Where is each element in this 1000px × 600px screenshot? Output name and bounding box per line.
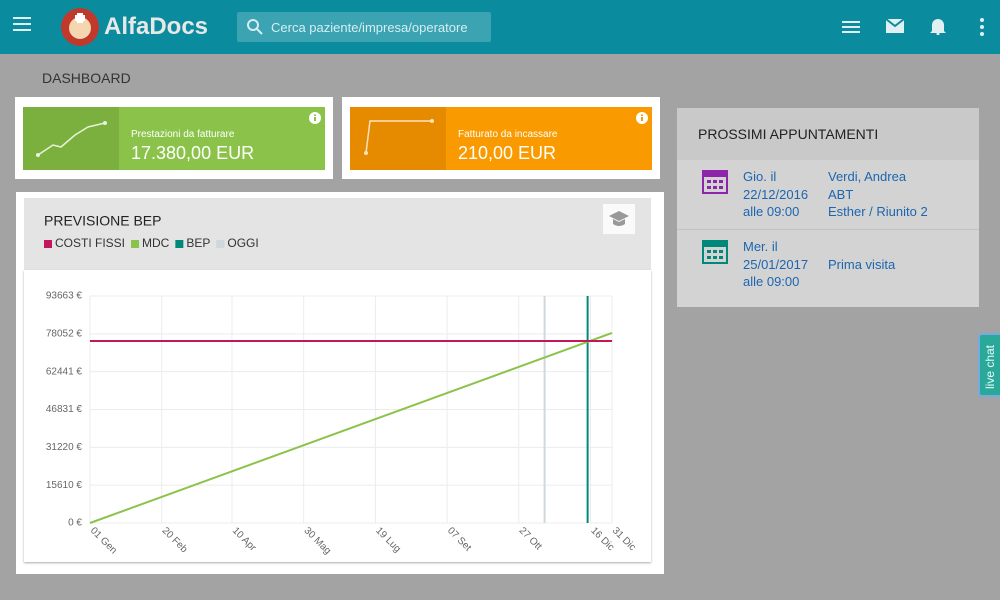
appointments-title: PROSSIMI APPUNTAMENTI: [698, 126, 879, 142]
chart-body: [24, 270, 651, 562]
day: Gio. il: [743, 169, 777, 184]
appointments-panel: PROSSIMI APPUNTAMENTI Gio. il 22/12/2016 a…: [677, 108, 979, 307]
chart-frame: PREVISIONE BEP COSTI FISSI MDC BEP OGGI 0 € 1…: [16, 192, 664, 574]
x-tick-label: 20 Feb: [160, 525, 190, 555]
card-frame: Prestazioni da fatturare 17.380,00 EUR: [15, 97, 333, 179]
date: 25/01/2017: [743, 256, 809, 272]
legend-label: BEP: [186, 236, 210, 250]
grad-button[interactable]: [603, 204, 635, 234]
y-tick-label: 46831 €: [46, 404, 83, 415]
x-tick-label: 27 Ott: [517, 525, 544, 552]
y-tick-label: 62441 €: [46, 366, 83, 377]
legend-label: OGGI: [227, 236, 258, 250]
calendar-icon: [702, 240, 728, 264]
card-value: 210,00 EUR: [458, 143, 557, 163]
search-icon: [247, 19, 263, 35]
bell-icon[interactable]: [930, 17, 946, 35]
menu-icon[interactable]: [13, 17, 33, 33]
treatment: Prima visita: [828, 256, 896, 272]
legend-swatch: [44, 240, 52, 248]
divider: [677, 229, 979, 230]
chart: PREVISIONE BEP COSTI FISSI MDC BEP OGGI 0 € 1…: [44, 213, 638, 557]
appointment[interactable]: Mer. il 25/01/2017 alle 09:00 Prima visita: [677, 238, 979, 308]
appointment[interactable]: Gio. il 22/12/2016 alle 09:00 Verdi, Andre…: [677, 168, 979, 238]
card-value: 17.380,00 EUR: [131, 143, 255, 163]
appointment-what: Prima visita: [828, 256, 895, 274]
x-tick-label: 31 Dic: [610, 525, 638, 553]
list-icon[interactable]: [842, 20, 860, 34]
day: Mer. il: [743, 239, 778, 254]
card[interactable]: Fatturato da incassare 210,00 EUR: [350, 107, 652, 170]
legend-swatch: [216, 240, 225, 248]
search-placeholder: Cerca paziente/impresa/operatore: [271, 20, 468, 35]
operator: Esther / Riunito 2: [828, 204, 928, 219]
top-bar: AlfaDocs Cerca paziente/impresa/operator…: [0, 0, 1000, 54]
live-chat-label: live chat: [983, 344, 997, 389]
x-tick-label: 19 Lug: [373, 525, 402, 554]
legend-label: MDC: [142, 236, 170, 250]
x-tick-label: 01 Gen: [88, 525, 119, 556]
y-tick-label: 31220 €: [46, 442, 83, 453]
y-tick-label: 15610 €: [46, 480, 83, 491]
card[interactable]: Prestazioni da fatturare 17.380,00 EUR: [23, 107, 325, 170]
chart-header: [24, 198, 651, 270]
appointment-when: Gio. il 22/12/2016 alle 09:00: [743, 168, 808, 221]
info-icon[interactable]: [636, 112, 648, 124]
sparkline-icon: [36, 121, 107, 157]
sparkline-icon: [364, 119, 434, 155]
x-tick-label: 16 Dic: [588, 525, 616, 553]
y-tick-label: 93663 €: [46, 291, 83, 302]
x-tick-label: 07 Set: [445, 525, 473, 553]
appointment-what: Verdi, Andrea ABT Esther / Riunito 2: [828, 168, 928, 221]
card-icon-area: [350, 107, 446, 170]
x-tick-label: 10 Apr: [230, 525, 259, 554]
legend-swatch: [175, 240, 184, 248]
card-frame: Fatturato da incassare 210,00 EUR: [342, 97, 660, 179]
series-line: [89, 332, 613, 524]
brand: AlfaDocs: [104, 13, 209, 40]
calendar-icon: [702, 170, 728, 194]
appointment-when: Mer. il 25/01/2017 alle 09:00: [743, 238, 808, 291]
page-title: DASHBOARD: [42, 70, 131, 86]
y-tick-label: 0 €: [68, 518, 82, 529]
more-icon[interactable]: [979, 18, 985, 36]
card-label: Prestazioni da fatturare: [131, 129, 235, 140]
live-chat-tab[interactable]: live chat: [978, 333, 1000, 397]
time: alle 09:00: [743, 204, 800, 219]
x-tick-label: 30 Mag: [302, 525, 333, 556]
appointments-header: PROSSIMI APPUNTAMENTI: [677, 108, 979, 160]
legend-label: COSTI FISSI: [55, 236, 125, 250]
search-box[interactable]: Cerca paziente/impresa/operatore: [237, 12, 491, 42]
y-tick-label: 78052 €: [46, 328, 83, 339]
card-label: Fatturato da incassare: [458, 129, 558, 140]
chart-title: PREVISIONE BEP: [44, 213, 161, 229]
time: alle 09:00: [743, 274, 800, 289]
treatment: ABT: [828, 186, 854, 202]
logo: [61, 8, 99, 46]
patient: Verdi, Andrea: [828, 169, 907, 184]
date: 22/12/2016: [743, 186, 809, 202]
legend-swatch: [131, 240, 140, 248]
mail-icon[interactable]: [886, 19, 904, 33]
card-icon-area: [23, 107, 119, 170]
info-icon[interactable]: [309, 112, 321, 124]
